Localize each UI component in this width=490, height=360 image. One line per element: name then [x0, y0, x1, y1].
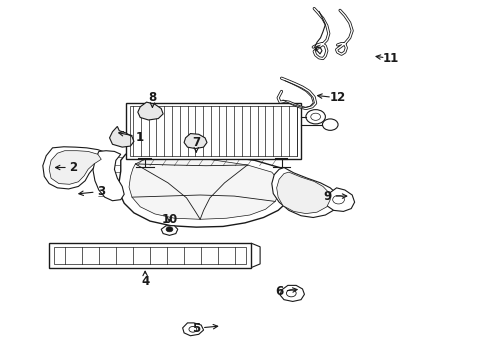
- Text: 4: 4: [141, 275, 149, 288]
- Polygon shape: [49, 243, 251, 267]
- Text: 2: 2: [70, 161, 77, 174]
- Text: 10: 10: [161, 213, 177, 226]
- Text: 12: 12: [329, 91, 346, 104]
- Text: 3: 3: [97, 185, 105, 198]
- Text: 8: 8: [148, 91, 156, 104]
- Text: 6: 6: [275, 285, 283, 298]
- Polygon shape: [119, 152, 293, 227]
- Polygon shape: [93, 151, 124, 201]
- Polygon shape: [43, 147, 111, 189]
- Text: 5: 5: [192, 322, 200, 335]
- Polygon shape: [183, 323, 203, 336]
- Text: 9: 9: [324, 190, 332, 203]
- Polygon shape: [110, 126, 134, 147]
- Text: 1: 1: [136, 131, 145, 144]
- Polygon shape: [272, 167, 339, 217]
- Text: 7: 7: [192, 136, 200, 149]
- Polygon shape: [161, 226, 178, 235]
- Polygon shape: [138, 102, 163, 120]
- Polygon shape: [125, 103, 301, 158]
- Text: 11: 11: [383, 52, 399, 65]
- Circle shape: [166, 227, 173, 232]
- Polygon shape: [280, 285, 304, 301]
- Polygon shape: [277, 172, 330, 213]
- Polygon shape: [184, 134, 207, 149]
- Polygon shape: [325, 188, 355, 211]
- Polygon shape: [129, 157, 280, 219]
- Polygon shape: [49, 151, 101, 184]
